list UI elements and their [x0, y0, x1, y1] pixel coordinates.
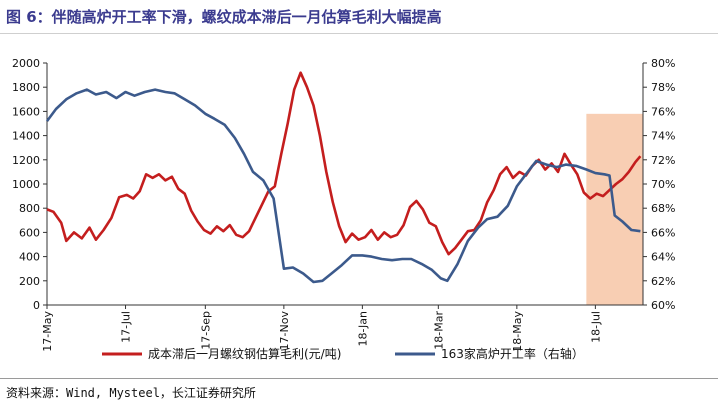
left-tick-label: 1200 [12, 154, 40, 167]
left-tick-label: 0 [33, 299, 40, 312]
x-tick-label: 18-Jul [589, 311, 602, 343]
right-tick-label: 68% [651, 202, 675, 215]
right-tick-label: 62% [651, 275, 675, 288]
legend-label-gross-profit: 成本滞后一月螺纹钢估算毛利(元/吨) [148, 346, 341, 361]
left-tick-label: 800 [19, 202, 40, 215]
x-tick-label: 17-Nov [278, 311, 291, 351]
x-tick-label: 17-Sep [199, 311, 212, 350]
right-tick-label: 72% [651, 154, 675, 167]
right-tick-label: 74% [651, 130, 675, 143]
left-tick-label: 400 [19, 251, 40, 264]
right-tick-label: 64% [651, 251, 675, 264]
right-tick-label: 80% [651, 57, 675, 70]
left-tick-label: 1400 [12, 130, 40, 143]
left-tick-label: 1800 [12, 81, 40, 94]
x-tick-label: 17-Jul [120, 311, 133, 343]
x-tick-label: 18-Jan [356, 311, 369, 347]
left-tick-label: 1600 [12, 105, 40, 118]
x-tick-label: 18-May [511, 311, 524, 352]
left-tick-label: 1000 [12, 178, 40, 191]
x-tick-label: 17-May [41, 311, 54, 352]
source-note: 资料来源：Wind, Mysteel，长江证券研究所 [6, 386, 256, 400]
right-tick-label: 60% [651, 299, 675, 312]
right-tick-label: 78% [651, 81, 675, 94]
series-blast-furnace-rate-line [45, 88, 641, 284]
legend-label-blast-furnace-rate: 163家高炉开工率（右轴） [441, 346, 584, 361]
right-tick-label: 76% [651, 105, 675, 118]
figure-title: 图 6：伴随高炉开工率下滑，螺纹成本滞后一月估算毛利大幅提高 [0, 0, 718, 34]
right-tick-label: 66% [651, 226, 675, 239]
left-tick-label: 600 [19, 226, 40, 239]
left-tick-label: 200 [19, 275, 40, 288]
left-tick-label: 2000 [12, 57, 40, 70]
series-gross-profit-line [46, 71, 642, 256]
right-tick-label: 70% [651, 178, 675, 191]
divider [0, 378, 718, 379]
x-tick-label: 18-Mar [432, 311, 445, 350]
